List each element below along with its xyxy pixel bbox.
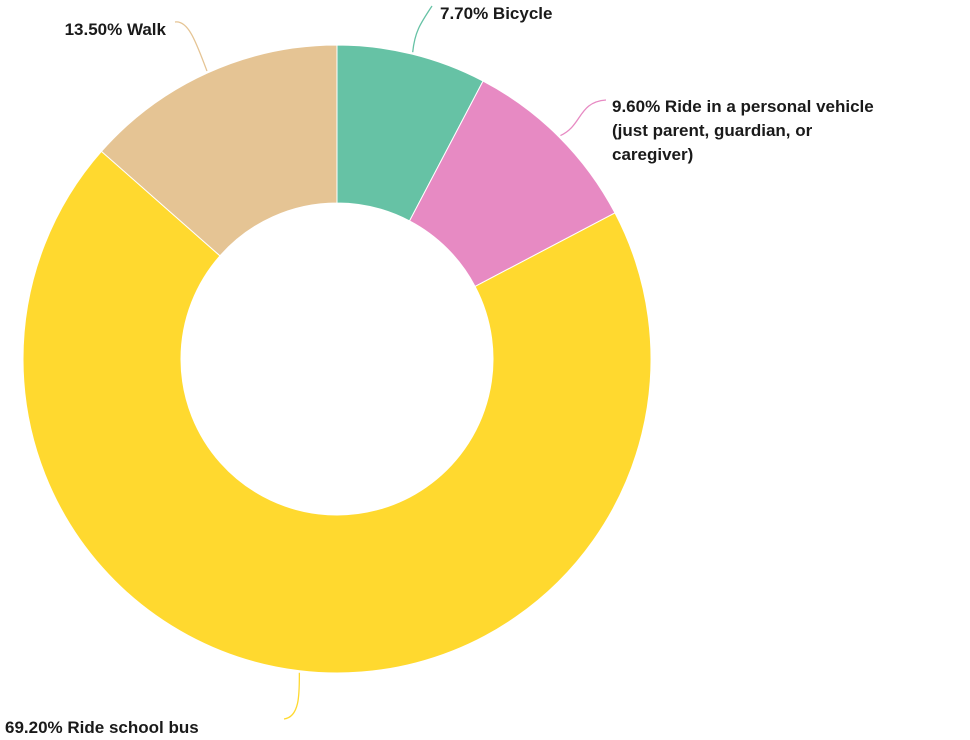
leader-line-school-bus (283, 672, 301, 720)
data-label-walk: 13.50% Walk (65, 20, 167, 39)
data-label-line: caregiver) (612, 145, 693, 164)
leader-lines-group (174, 5, 607, 720)
labels-group: 7.70% Bicycle 9.60% Ride in a personal ve… (5, 4, 874, 737)
leader-line-personal-vehicle (560, 99, 607, 137)
data-label-personal-vehicle: 9.60% Ride in a personal vehicle (just pa… (612, 97, 874, 164)
data-label-school-bus: 69.20% Ride school bus (5, 718, 199, 737)
slice-walk (100, 44, 338, 257)
slices-group (22, 44, 652, 674)
slice-school-bus (22, 150, 652, 674)
leader-line-walk (174, 21, 208, 72)
data-label-bicycle: 7.70% Bicycle (440, 4, 552, 23)
leader-line-bicycle (412, 5, 433, 53)
data-label-line: 9.60% Ride in a personal vehicle (612, 97, 874, 116)
data-label-line: (just parent, guardian, or (612, 121, 813, 140)
